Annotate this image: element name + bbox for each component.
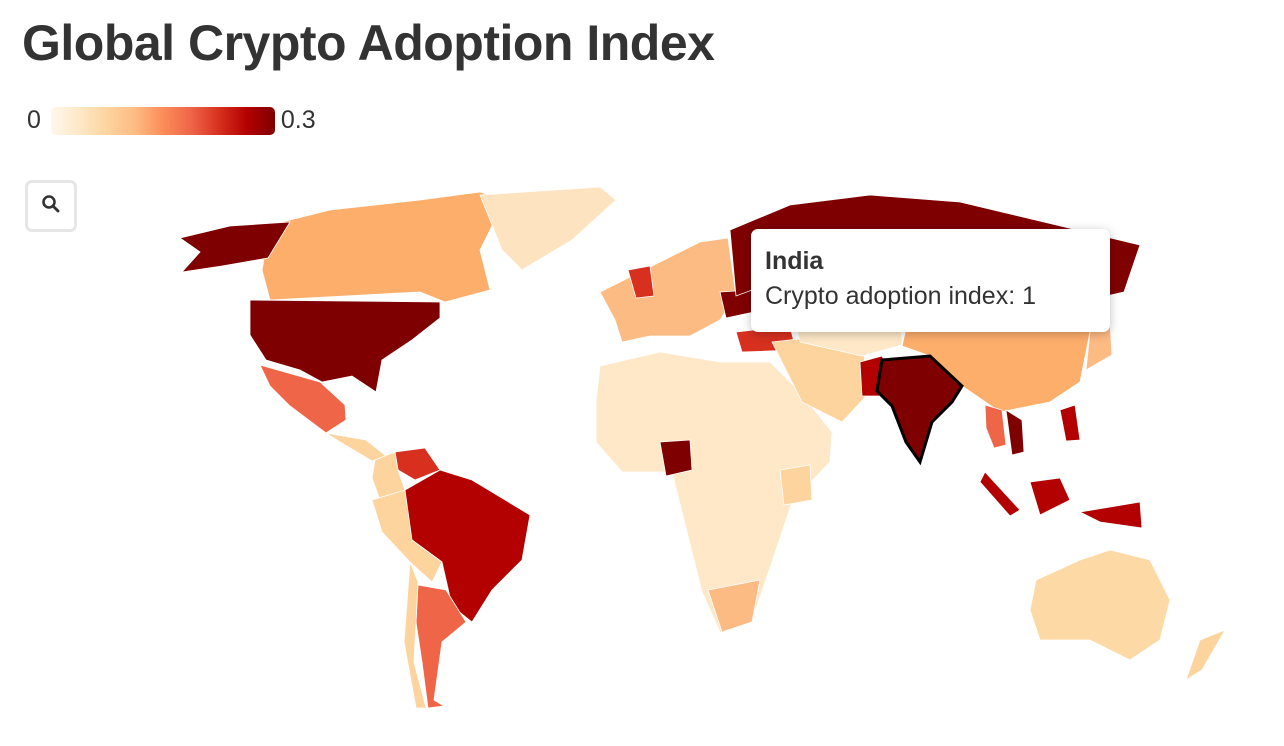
country-new-zealand[interactable] <box>1185 629 1226 681</box>
country-greenland[interactable] <box>479 186 617 271</box>
country-peru[interactable] <box>371 489 443 583</box>
legend-min-label: 0 <box>27 106 41 134</box>
country-tooltip: India Crypto adoption index: 1 <box>751 229 1110 332</box>
country-indonesia[interactable] <box>979 471 1021 517</box>
country-united-kingdom[interactable] <box>627 265 655 299</box>
country-south-africa[interactable] <box>707 579 761 633</box>
country-europe[interactable] <box>599 237 737 343</box>
country-thailand[interactable] <box>984 404 1007 449</box>
country-indonesia[interactable] <box>1078 501 1143 529</box>
tooltip-value: Crypto adoption index: 1 <box>765 282 1037 310</box>
country-vietnam[interactable] <box>1005 409 1025 456</box>
color-legend: 0 0.3 <box>27 106 316 135</box>
country-canada[interactable] <box>261 191 506 303</box>
country-philippines[interactable] <box>1059 404 1081 442</box>
legend-gradient-bar <box>50 106 275 135</box>
country-alaska[interactable] <box>179 221 291 273</box>
page-title: Global Crypto Adoption Index <box>22 15 715 71</box>
country-mexico[interactable] <box>259 364 347 434</box>
search-icon <box>41 194 61 219</box>
zoom-button[interactable] <box>25 180 77 232</box>
country-central-america[interactable] <box>325 432 387 462</box>
country-india[interactable] <box>875 354 964 466</box>
country-australia[interactable] <box>1029 549 1171 661</box>
country-africa[interactable] <box>595 351 833 633</box>
country-chile[interactable] <box>403 561 427 709</box>
legend-max-label: 0.3 <box>280 106 316 134</box>
country-united-states[interactable] <box>249 299 441 393</box>
country-nigeria[interactable] <box>659 439 693 477</box>
tooltip-country: India <box>765 247 824 275</box>
country-kenya[interactable] <box>779 464 813 506</box>
country-argentina[interactable] <box>415 584 467 709</box>
country-indonesia[interactable] <box>1029 477 1071 516</box>
